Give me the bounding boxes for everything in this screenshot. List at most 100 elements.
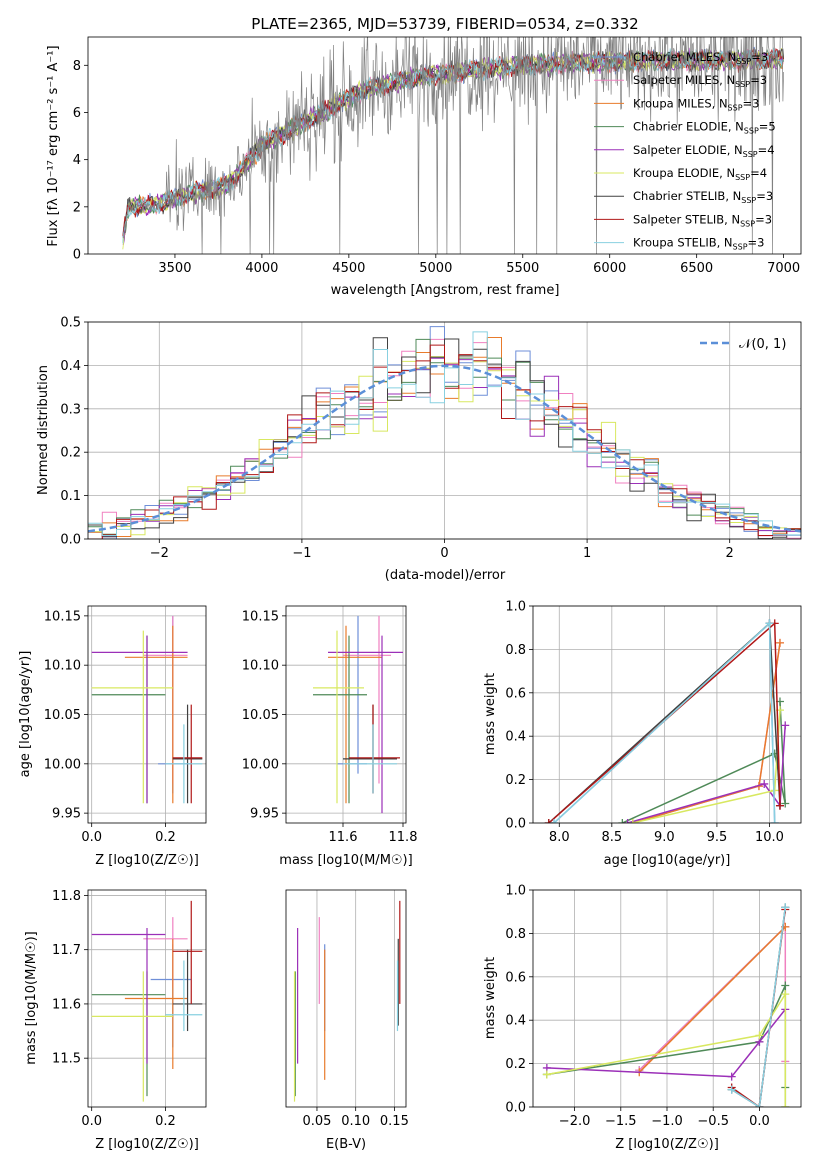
weight-marker — [542, 1070, 551, 1079]
model-spectrum-line — [122, 47, 784, 250]
weight-marker — [755, 1031, 764, 1040]
y-tick-label: 4 — [73, 153, 81, 168]
weight-series-line — [638, 926, 786, 1073]
x-tick-label: −2 — [150, 546, 169, 561]
x-tick-label: 0.2 — [155, 830, 176, 845]
y-tick-label: 8 — [73, 59, 81, 74]
weight-marker — [770, 786, 779, 795]
weight-series-line — [731, 907, 787, 1107]
mass-vs-metallicity-panel: 0.0 0.2 11.5 11.6 11.7 11.8 Z [log10(Z/Z☉)] m… — [24, 889, 207, 1152]
x-tick-label: 3500 — [158, 261, 191, 276]
weight-age-axes-frame — [532, 605, 802, 824]
y-tick-label: 6 — [73, 106, 81, 121]
y-tick-label: 2 — [73, 200, 81, 215]
age-z-xlabel: Z [log10(Z/Z☉)] — [95, 853, 199, 868]
x-tick-label: −2.0 — [559, 1114, 591, 1129]
x-tick-label: 6000 — [593, 261, 626, 276]
weight-series-line — [627, 725, 786, 823]
y-tick-label: 0.1 — [60, 489, 81, 504]
mass-ebv-axes-frame — [285, 889, 407, 1108]
spectrum-legend: Chabrier MILES, NSSP=3 Salpeter MILES, NS… — [594, 50, 776, 252]
weight-z-axes-frame — [532, 889, 802, 1108]
y-tick-label: 0 — [73, 248, 81, 263]
y-tick-label: 0.8 — [505, 927, 526, 942]
y-tick-label: 0.6 — [505, 686, 526, 701]
mass-z-ylabel: mass [log10(M/M☉)] — [24, 931, 39, 1064]
y-tick-label: 0.0 — [505, 817, 526, 832]
residual-legend: 𝒩(0, 1) — [700, 337, 786, 352]
y-tick-label: 0.3 — [60, 402, 81, 417]
weight-age-xlabel: age [log10(age/yr)] — [604, 853, 731, 868]
x-tick-label: 9.0 — [654, 830, 675, 845]
age-vs-mass-panel: 11.6 11.8 9.95 10.00 10.05 10.10 10.15 mass [l… — [242, 605, 418, 868]
y-tick-label: 0.2 — [60, 446, 81, 461]
normal-curve — [88, 364, 801, 533]
x-tick-label: 8.5 — [601, 830, 622, 845]
y-tick-label: 11.8 — [52, 889, 81, 904]
y-tick-label: 0.4 — [60, 359, 81, 374]
weight-vs-metallicity-panel: −2.0 −1.5 −1.0 −0.5 0.0 0.0 0.2 0.4 0.6 0.8 1.0 Z … — [483, 884, 802, 1152]
weight-marker — [770, 819, 779, 823]
x-tick-label: 0.0 — [749, 1114, 770, 1129]
y-tick-label: 1.0 — [505, 600, 526, 615]
y-tick-label: 9.95 — [52, 807, 81, 822]
y-tick-label: 0.0 — [60, 533, 81, 548]
y-tick-label: 10.00 — [242, 757, 279, 772]
y-tick-label: 10.10 — [44, 659, 81, 674]
x-tick-label: 0.0 — [81, 830, 102, 845]
spectrum-axes-frame — [87, 36, 802, 255]
residual-axes-frame — [87, 321, 802, 540]
weight-z-ylabel: mass weight — [483, 957, 498, 1039]
weight-marker — [781, 903, 790, 912]
mass-z-axes-frame — [87, 889, 207, 1108]
normal-legend-label: 𝒩(0, 1) — [739, 337, 786, 352]
x-tick-label: 11.8 — [389, 830, 418, 845]
age-z-ylabel: age [log10(age/yr)] — [18, 651, 33, 778]
weight-marker — [781, 799, 790, 808]
y-tick-label: 0.4 — [505, 730, 526, 745]
weight-marker — [628, 819, 637, 823]
y-tick-label: 0.8 — [505, 643, 526, 658]
y-tick-label: 0.2 — [505, 773, 526, 788]
weight-vs-age-panel: 8.0 8.5 9.0 9.5 10.0 0.0 0.2 0.4 0.6 0.8 1.0 age [… — [483, 600, 802, 868]
y-tick-label: 9.95 — [250, 807, 279, 822]
x-tick-label: −1.0 — [651, 1114, 683, 1129]
y-tick-label: 1.0 — [505, 884, 526, 899]
y-tick-label: 11.6 — [52, 997, 81, 1012]
age-vs-metallicity-panel: 0.0 0.2 9.95 10.00 10.05 10.10 10.15 Z [log10(… — [18, 605, 207, 868]
y-tick-label: 10.10 — [242, 659, 279, 674]
weight-marker — [727, 1085, 736, 1094]
age-mass-axes-frame — [285, 605, 407, 824]
y-tick-label: 11.5 — [52, 1052, 81, 1067]
legend-label: Kroupa ELODIE, NSSP=4 — [633, 166, 767, 182]
y-tick-label: 11.7 — [52, 943, 81, 958]
x-tick-label: 4500 — [332, 261, 365, 276]
weight-series-line — [546, 991, 787, 1107]
spectrum-panel: PLATE=2365, MJD=53739, FIBERID=0534, z=0… — [46, 15, 802, 298]
y-tick-label: 0.5 — [60, 316, 81, 331]
y-tick-label: 0.0 — [505, 1101, 526, 1116]
weight-series-line — [546, 1008, 786, 1078]
weight-marker — [550, 819, 559, 823]
y-tick-label: 0.2 — [505, 1057, 526, 1072]
y-tick-label: 10.00 — [44, 757, 81, 772]
weight-age-ylabel: mass weight — [483, 673, 498, 755]
weight-marker — [781, 990, 790, 999]
y-tick-label: 10.05 — [242, 708, 279, 723]
data-spectrum-line — [122, 37, 784, 254]
legend-label: Salpeter STELIB, NSSP=3 — [633, 212, 772, 228]
weight-marker — [755, 1103, 764, 1107]
x-tick-label: 0.15 — [380, 1114, 409, 1129]
y-tick-label: 10.15 — [44, 609, 81, 624]
legend-label: Chabrier STELIB, NSSP=3 — [633, 189, 773, 205]
legend-label: Chabrier ELODIE, NSSP=5 — [633, 120, 776, 136]
legend-label: Salpeter MILES, NSSP=3 — [633, 73, 767, 89]
weight-marker — [623, 819, 632, 823]
x-tick-label: 5500 — [506, 261, 539, 276]
x-tick-label: 9.5 — [707, 830, 728, 845]
weight-marker — [765, 619, 774, 628]
mass-z-xlabel: Z [log10(Z/Z☉)] — [95, 1137, 199, 1152]
x-tick-label: 0.05 — [302, 1114, 331, 1129]
x-tick-label: 2 — [726, 546, 734, 561]
x-tick-label: 1 — [583, 546, 591, 561]
